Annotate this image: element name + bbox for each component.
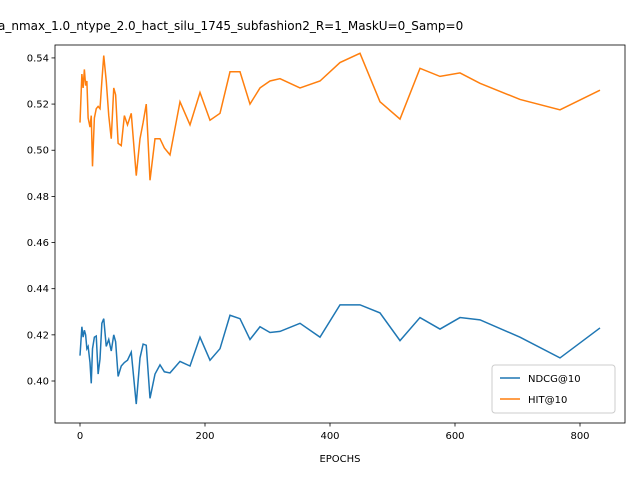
y-tick-label: 0.44 xyxy=(27,284,49,295)
y-tick-label: 0.42 xyxy=(27,330,49,341)
x-tick-label: 200 xyxy=(195,431,214,442)
data-line xyxy=(79,304,601,405)
legend-label: HIT@10 xyxy=(528,395,567,406)
x-tick-label: 600 xyxy=(445,431,464,442)
legend-box xyxy=(491,364,616,414)
y-tick-label: 0.40 xyxy=(27,377,49,388)
x-tick-label: 400 xyxy=(320,431,339,442)
y-tick-label: 0.50 xyxy=(27,146,49,157)
plot-frame xyxy=(54,44,626,424)
chart-title: a_nmax_1.0_ntype_2.0_hact_silu_1745_subf… xyxy=(0,19,463,33)
y-tick-label: 0.54 xyxy=(27,53,49,64)
data-line xyxy=(79,52,601,181)
x-tick-label: 800 xyxy=(570,431,589,442)
legend-label: NDCG@10 xyxy=(528,374,581,385)
x-axis-label: EPOCHS xyxy=(319,454,360,465)
x-tick-label: 0 xyxy=(77,431,83,442)
y-tick-label: 0.52 xyxy=(27,100,49,111)
y-tick-label: 0.46 xyxy=(27,238,49,249)
y-tick-label: 0.48 xyxy=(27,192,49,203)
